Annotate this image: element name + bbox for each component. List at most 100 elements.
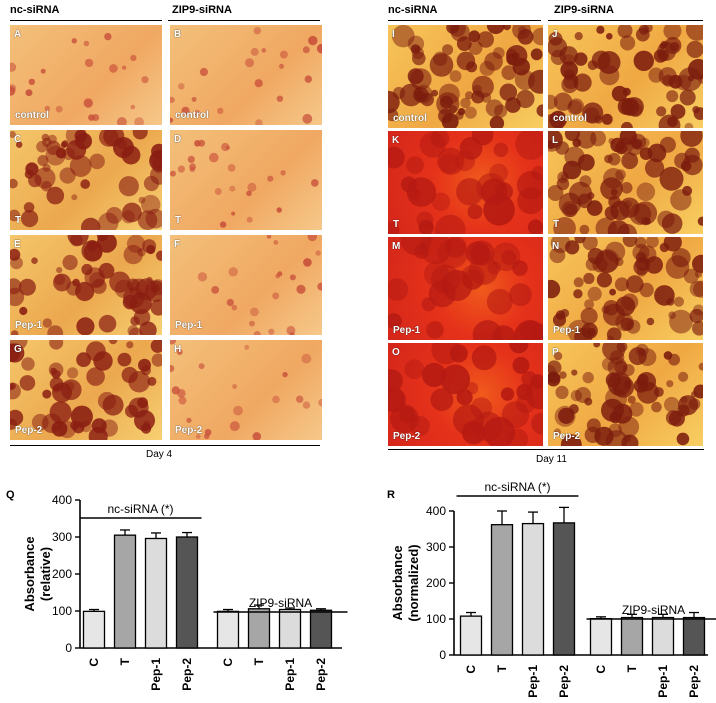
panel-letter: P — [552, 347, 559, 358]
bar — [82, 610, 106, 649]
y-tick-label: 100 — [52, 604, 72, 618]
condition-label: T — [393, 219, 400, 230]
bar — [216, 610, 240, 649]
panel-letter: I — [392, 29, 395, 40]
left-bottom-rule — [10, 445, 320, 446]
panel-letter: K — [392, 135, 400, 146]
panel-letter: N — [552, 241, 560, 252]
micrograph-h: H Pep-2 — [170, 340, 322, 440]
left-col-header-nc: nc-siRNA — [10, 4, 60, 16]
x-tick-label: Pep-2 — [557, 665, 571, 698]
right-col-header-zip9: ZIP9-siRNA — [554, 4, 614, 16]
condition-label: control — [553, 113, 587, 124]
group-label: ZIP9-siRNA — [622, 603, 685, 617]
bar — [651, 616, 675, 656]
condition-label: Pep-1 — [553, 325, 581, 336]
group-label: nc-siRNA (*) — [107, 502, 173, 516]
bar — [144, 537, 168, 649]
condition-label: T — [15, 215, 22, 226]
panel-letter: A — [14, 29, 22, 40]
x-tick-label: T — [495, 664, 509, 672]
stain-spots — [388, 25, 543, 128]
right-header-rule-nc — [388, 20, 541, 21]
x-tick-label: Pep-2 — [314, 658, 328, 691]
x-tick-label: C — [221, 658, 235, 667]
bar — [175, 536, 199, 649]
panel-letter: M — [392, 241, 401, 252]
y-tick-label: 300 — [426, 540, 446, 554]
x-tick-label: Pep-1 — [526, 665, 540, 698]
condition-label: control — [15, 110, 49, 121]
right-bottom-rule — [388, 449, 704, 450]
x-tick-label: T — [252, 657, 266, 665]
stain-spots — [10, 32, 149, 125]
bar — [247, 608, 271, 649]
group-label: nc-siRNA (*) — [484, 480, 550, 494]
bar — [552, 522, 576, 656]
panel-letter: C — [14, 134, 22, 145]
bar — [589, 617, 613, 656]
panel-letter: L — [552, 135, 559, 146]
y-tick-label: 0 — [439, 648, 446, 662]
y-axis-label: (relative) — [38, 547, 53, 601]
bar — [682, 616, 706, 656]
stain-spots — [170, 139, 319, 228]
stain-spots — [10, 235, 162, 335]
micrograph-o: O Pep-2 — [388, 343, 543, 446]
panel-letter: F — [174, 239, 181, 250]
left-day-label: Day 4 — [146, 449, 173, 460]
condition-label: Pep-1 — [175, 320, 203, 331]
stain-spots — [548, 131, 703, 234]
micrograph-g: G Pep-2 — [10, 340, 162, 440]
stain-spots — [10, 130, 162, 230]
group-label: ZIP9-siRNA — [249, 596, 312, 610]
micrograph-n: N Pep-1 — [548, 237, 703, 340]
condition-label: Pep-1 — [15, 320, 43, 331]
chart-r: 0 100 200 300 400 Absorbance (normalized) C T Pep… — [390, 480, 716, 698]
condition-label: control — [175, 110, 209, 121]
micrograph-e: E Pep-1 — [10, 235, 162, 335]
y-tick-label: 200 — [52, 567, 72, 581]
condition-label: Pep-1 — [393, 325, 421, 336]
panel-letter: G — [14, 344, 22, 355]
stain-spots — [197, 235, 322, 335]
y-axis-label: Absorbance — [22, 536, 37, 611]
y-axis-label: (normalized) — [406, 544, 421, 621]
panel-letter: H — [174, 344, 182, 355]
chart-r-panel-letter: R — [387, 489, 395, 501]
condition-label: Pep-2 — [15, 425, 43, 436]
left-header-rule-zip9 — [168, 20, 320, 21]
bar — [620, 616, 644, 656]
x-tick-label: Pep-1 — [283, 658, 297, 691]
x-tick-label: Pep-1 — [656, 665, 670, 698]
stain-spots — [548, 343, 703, 446]
x-tick-label: Pep-2 — [687, 665, 701, 698]
bar — [459, 615, 483, 656]
x-tick-label: C — [464, 665, 478, 674]
stain-spots — [388, 237, 543, 340]
chart-q: 0 100 200 300 400 Absorbance (relative) C T Pep-1… — [22, 493, 348, 691]
x-tick-label: Pep-1 — [149, 658, 163, 691]
y-tick-label: 400 — [426, 504, 446, 518]
bar — [113, 534, 137, 649]
y-axis-label: Absorbance — [390, 545, 405, 620]
x-tick-label: C — [594, 665, 608, 674]
condition-label: Pep-2 — [553, 431, 581, 442]
panel-letter: J — [552, 29, 558, 40]
panel-letter: O — [392, 347, 400, 358]
micrograph-m: M Pep-1 — [388, 237, 543, 340]
y-tick-label: 400 — [52, 493, 72, 507]
panel-letter: D — [174, 134, 182, 145]
micrograph-p: P Pep-2 — [548, 343, 703, 446]
stain-spots — [170, 340, 322, 440]
condition-label: Pep-2 — [393, 431, 421, 442]
stain-spots — [10, 340, 162, 440]
stain-spots — [548, 237, 703, 340]
